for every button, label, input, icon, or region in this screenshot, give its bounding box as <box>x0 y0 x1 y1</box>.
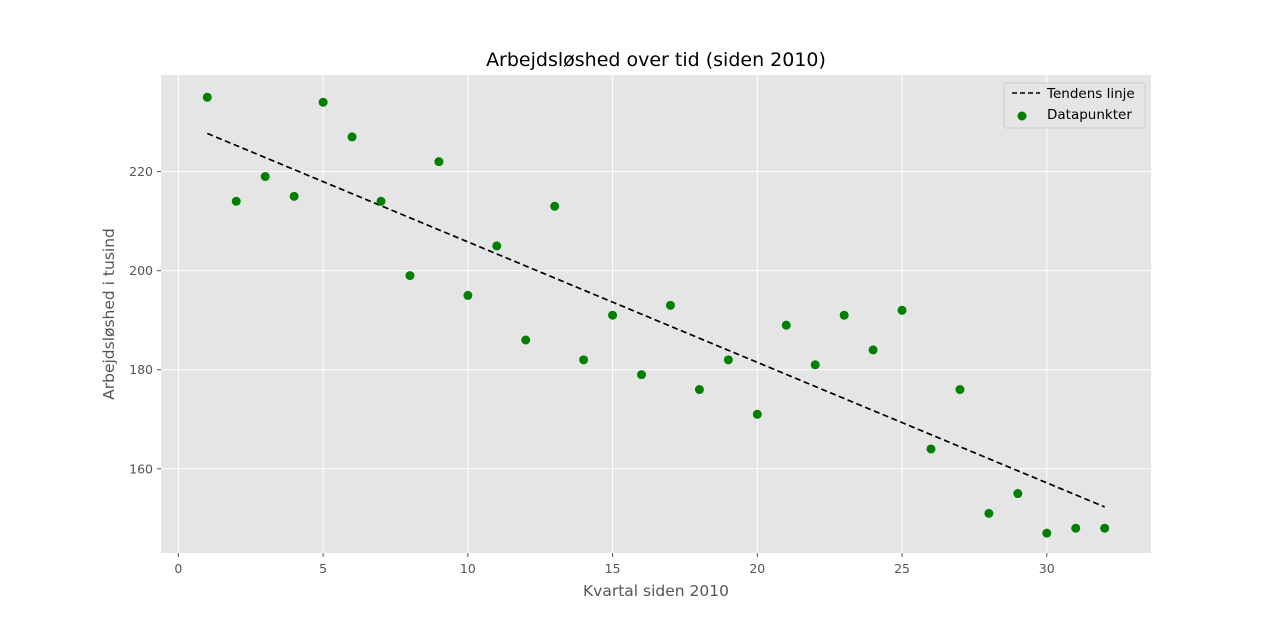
data-point-15 <box>608 310 618 320</box>
data-point-6 <box>347 132 357 142</box>
data-point-24 <box>868 345 878 355</box>
data-point-14 <box>579 355 589 365</box>
data-point-31 <box>1071 523 1081 533</box>
chart-title: Arbejdsløshed over tid (siden 2010) <box>486 49 826 71</box>
data-point-1 <box>202 92 212 102</box>
data-point-16 <box>637 370 647 380</box>
data-point-18 <box>694 385 704 395</box>
plot-background <box>161 75 1151 553</box>
data-points-layer <box>202 92 1110 538</box>
data-point-32 <box>1100 523 1110 533</box>
y-axis-ticks: 160 180 200 220 <box>129 164 161 476</box>
data-point-29 <box>1013 489 1023 499</box>
data-point-8 <box>405 271 415 281</box>
data-point-27 <box>955 385 965 395</box>
data-point-2 <box>231 196 241 206</box>
x-tick-label-0: 0 <box>174 561 182 576</box>
x-tick-label-1: 5 <box>319 561 327 576</box>
data-point-10 <box>463 290 473 300</box>
y-tick-label-2: 200 <box>129 263 153 278</box>
legend-points-label: Datapunkter <box>1047 107 1132 123</box>
data-point-3 <box>260 172 270 182</box>
data-point-28 <box>984 508 994 518</box>
legend-box <box>1003 82 1146 129</box>
data-point-20 <box>752 409 762 419</box>
y-tick-label-1: 180 <box>129 362 153 377</box>
data-point-13 <box>550 201 560 211</box>
x-axis-ticks: 0 5 10 15 20 25 30 <box>174 553 1055 576</box>
y-tick-label-3: 220 <box>129 164 153 179</box>
legend-trend-label: Tendens linje <box>1046 86 1135 102</box>
data-point-22 <box>810 360 820 370</box>
y-tick-label-0: 160 <box>129 461 153 476</box>
data-point-12 <box>521 335 531 345</box>
data-point-11 <box>492 241 502 251</box>
x-tick-label-4: 20 <box>749 561 765 576</box>
x-axis-label: Kvartal siden 2010 <box>583 582 729 600</box>
y-axis-label: Arbejdsløshed i tusind <box>100 228 118 400</box>
x-tick-label-2: 10 <box>460 561 476 576</box>
data-point-4 <box>289 191 299 201</box>
trend-line <box>206 132 1106 508</box>
data-point-7 <box>376 196 386 206</box>
legend: Tendens linje Datapunkter <box>1003 82 1146 129</box>
data-point-19 <box>723 355 733 365</box>
x-tick-label-6: 30 <box>1039 561 1055 576</box>
trend-line-layer <box>206 132 1106 508</box>
data-point-21 <box>781 320 791 330</box>
data-point-9 <box>434 157 444 167</box>
data-point-30 <box>1042 528 1052 538</box>
data-point-5 <box>318 97 328 107</box>
data-point-23 <box>839 310 849 320</box>
legend-points-swatch <box>1017 111 1027 121</box>
data-point-17 <box>665 300 675 310</box>
data-point-25 <box>897 305 907 315</box>
data-point-26 <box>926 444 936 454</box>
x-tick-label-5: 25 <box>894 561 910 576</box>
x-tick-label-3: 15 <box>605 561 621 576</box>
